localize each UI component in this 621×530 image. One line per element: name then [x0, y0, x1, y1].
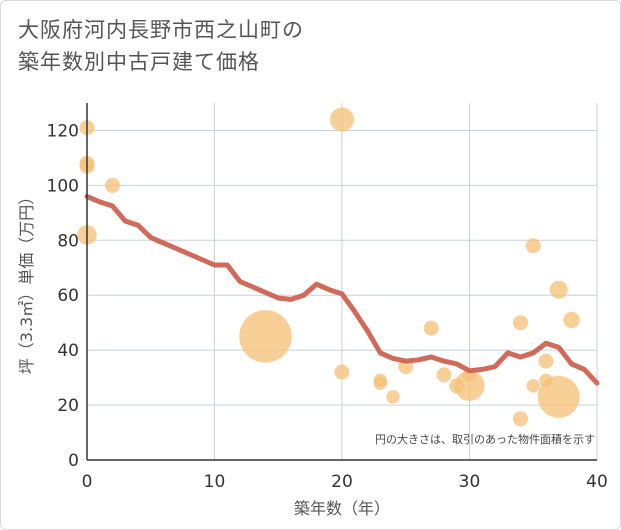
data-point [436, 367, 452, 383]
y-axis-label: 坪（3.3㎡）単価（万円） [17, 189, 36, 374]
chart-title: 大阪府河内長野市西之山町の 築年数別中古戸建て価格 [18, 14, 578, 78]
data-point [513, 315, 528, 331]
chart-title-line-1: 大阪府河内長野市西之山町の [18, 18, 304, 42]
data-point [386, 390, 400, 404]
data-point [239, 310, 292, 363]
data-point [525, 238, 541, 254]
y-tick-label: 80 [57, 231, 79, 251]
data-point [563, 311, 580, 329]
axes: 0 20 40 60 80 100 120 0 10 20 30 40 [47, 103, 608, 492]
data-point [373, 376, 387, 390]
data-point [526, 379, 540, 393]
axis-labels: 築年数（年） 坪（3.3㎡）単価（万円） 円の大きさは、取引のあった物件面積を示… [17, 189, 595, 518]
bubble-series [77, 107, 580, 427]
trend-series [84, 193, 600, 386]
data-point [537, 375, 580, 418]
bubble-size-note: 円の大きさは、取引のあった物件面積を示す [375, 432, 595, 446]
data-point [105, 177, 120, 193]
y-tick-label: 20 [57, 396, 79, 416]
x-tick-label: 10 [204, 472, 226, 492]
data-point [454, 370, 485, 401]
y-tick-label: 40 [57, 341, 79, 361]
y-tick-label: 60 [57, 286, 79, 306]
chart-title-line-2: 築年数別中古戸建て価格 [18, 50, 260, 74]
data-point [330, 107, 354, 132]
data-point [538, 353, 554, 369]
y-tick-label: 100 [47, 176, 79, 196]
y-tick-label: 0 [68, 451, 79, 471]
data-point [423, 320, 439, 336]
x-axis-label: 築年数（年） [294, 499, 390, 518]
grid-lines [87, 103, 598, 460]
data-point [334, 364, 350, 380]
x-tick-label: 0 [82, 472, 93, 492]
x-tick-label: 40 [586, 472, 608, 492]
data-point [549, 280, 568, 299]
trend-line [84, 193, 600, 386]
x-tick-label: 30 [459, 472, 481, 492]
y-tick-label: 120 [47, 121, 79, 141]
x-tick-label: 20 [331, 472, 353, 492]
data-point [513, 411, 528, 427]
